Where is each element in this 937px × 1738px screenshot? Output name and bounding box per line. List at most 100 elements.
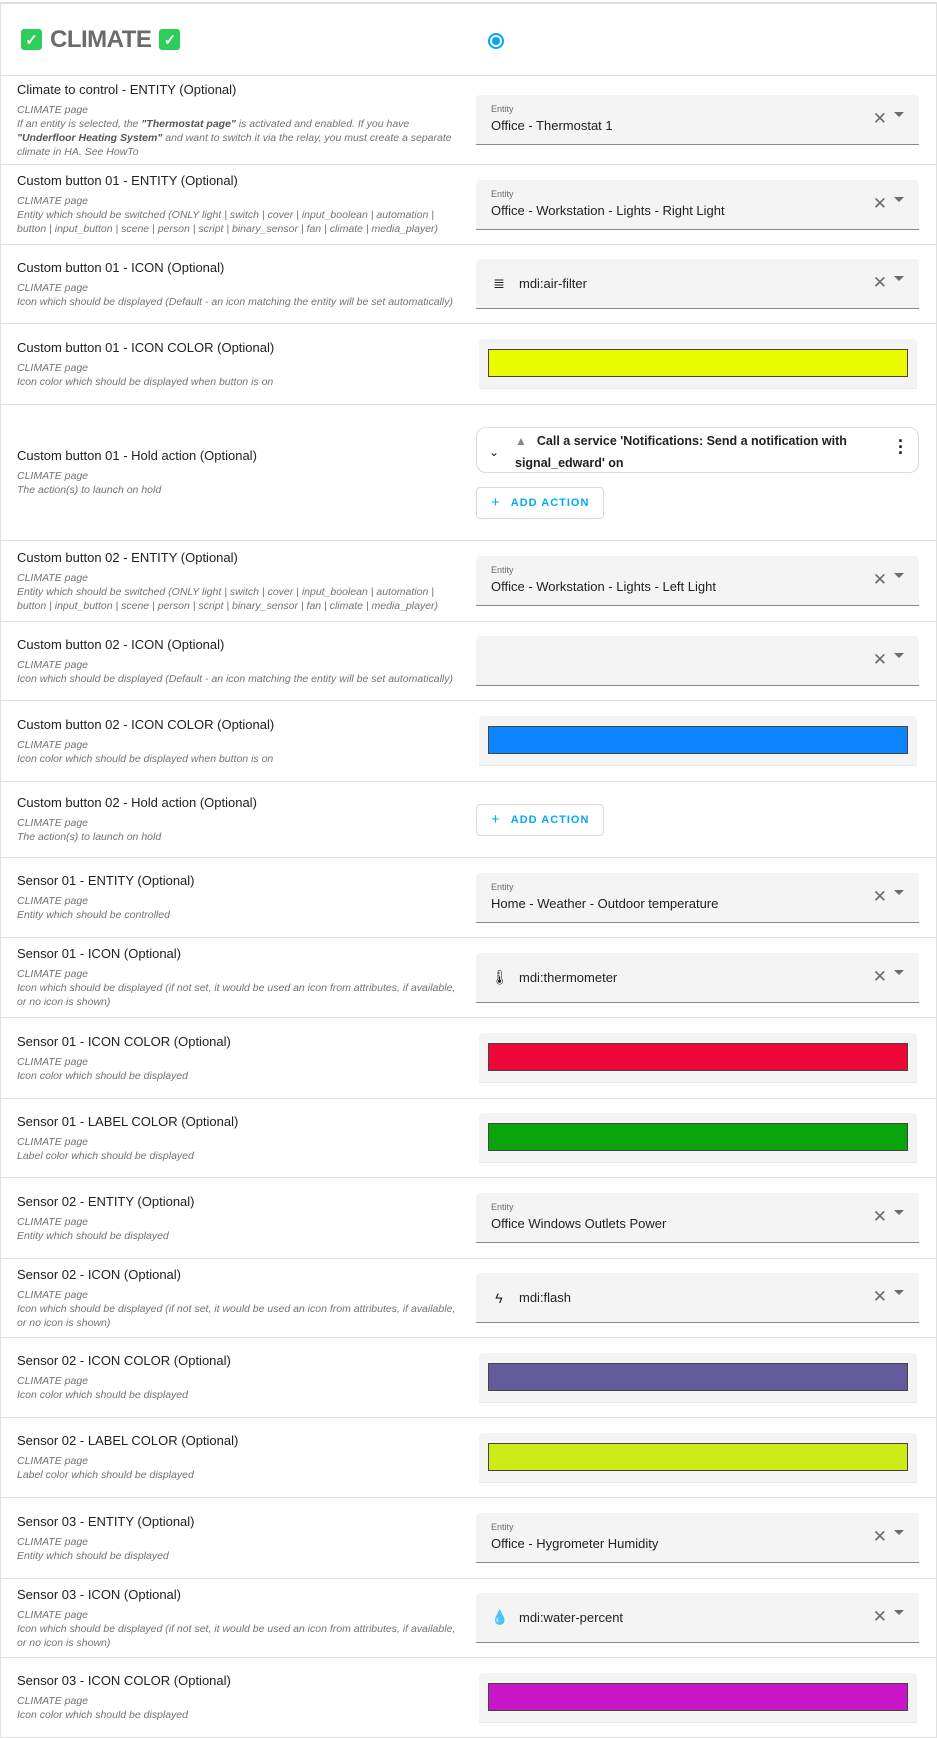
more-vert-icon[interactable]: · · · [898, 430, 904, 463]
setting-title: Custom button 01 - ICON (Optional) [17, 259, 225, 275]
color-swatch[interactable] [488, 1682, 908, 1711]
setting-page: CLIMATE page [17, 470, 89, 482]
setting-row: Sensor 03 - ICON (Optional) CLIMATE page… [1, 1579, 936, 1658]
setting-info: Custom button 02 - ICON (Optional) CLIMA… [1, 637, 476, 686]
entity-value: Office - Thermostat 1 [491, 118, 613, 133]
color-picker[interactable] [479, 1113, 917, 1163]
entity-picker[interactable]: Entity Home - Weather - Outdoor temperat… [476, 872, 919, 923]
color-swatch[interactable] [488, 1362, 908, 1391]
setting-description: Icon color which should be displayed [17, 1709, 189, 1721]
setting-control [476, 1033, 936, 1083]
clear-icon[interactable]: ✕ [872, 1527, 887, 1546]
clear-icon[interactable]: ✕ [872, 1207, 887, 1226]
setting-title: Custom button 01 - ICON COLOR (Optional) [17, 339, 275, 355]
action-item[interactable]: ⌄ ▲ Call a service 'Notifications: Send a… [476, 426, 919, 473]
setting-row: Sensor 01 - LABEL COLOR (Optional) CLIMA… [1, 1099, 936, 1178]
setting-page: CLIMATE page [17, 895, 89, 907]
color-swatch[interactable] [488, 1442, 908, 1471]
setting-control: ≣ mdi:air-filter ✕ [476, 259, 936, 309]
setting-description: Entity which should be displayed [17, 1549, 169, 1562]
setting-control: Entity Office - Thermostat 1 ✕ [476, 95, 936, 145]
air-filter-icon: ≣ [493, 275, 505, 291]
setting-title: Custom button 02 - Hold action (Optional… [17, 795, 257, 810]
clear-icon[interactable]: ✕ [872, 193, 887, 213]
dropdown-arrow-icon[interactable] [894, 889, 904, 895]
setting-row: Sensor 01 - ENTITY (Optional) CLIMATE pa… [1, 858, 936, 938]
setting-info: Custom button 02 - ICON COLOR (Optional)… [1, 717, 476, 766]
color-picker[interactable] [479, 716, 917, 766]
dropdown-arrow-icon[interactable] [894, 1290, 904, 1295]
setting-page: CLIMATE page [17, 361, 89, 374]
dropdown-arrow-icon[interactable] [894, 969, 904, 975]
field-label: Entity [491, 104, 514, 114]
setting-control: 💧 mdi:water-percent ✕ [476, 1593, 936, 1643]
setting-info: Custom button 01 - ICON COLOR (Optional)… [1, 340, 476, 389]
setting-title: Sensor 01 - ENTITY (Optional) [17, 873, 195, 888]
setting-control: Entity Home - Weather - Outdoor temperat… [476, 872, 936, 923]
add-action-button[interactable]: + ADD ACTION [476, 803, 605, 836]
setting-control: ⌄ ▲ Call a service 'Notifications: Send a… [476, 426, 936, 519]
setting-page: CLIMATE page [17, 281, 89, 294]
icon-picker[interactable]: 💧 mdi:water-percent ✕ [476, 1593, 919, 1643]
setting-description: Icon which should be displayed (if not s… [17, 1622, 456, 1649]
setting-title: Sensor 02 - ICON COLOR (Optional) [17, 1353, 231, 1368]
setting-control: Entity Office - Hygrometer Humidity ✕ [476, 1513, 936, 1563]
dropdown-arrow-icon[interactable] [894, 112, 904, 117]
color-picker[interactable] [479, 1432, 917, 1483]
setting-info: Sensor 02 - ICON COLOR (Optional) CLIMAT… [1, 1353, 476, 1402]
dropdown-arrow-icon[interactable] [894, 1210, 904, 1215]
clear-icon[interactable]: ✕ [872, 1607, 887, 1626]
setting-info: Custom button 02 - ENTITY (Optional) CLI… [1, 550, 476, 613]
setting-info: Sensor 01 - ICON (Optional) CLIMATE page… [1, 946, 476, 1009]
chevron-down-icon[interactable]: ⌄ [489, 444, 500, 459]
icon-picker[interactable]: ✕ [476, 636, 919, 686]
dropdown-arrow-icon[interactable] [894, 573, 904, 578]
clear-icon[interactable]: ✕ [872, 966, 887, 986]
color-swatch[interactable] [488, 1043, 908, 1071]
add-action-button[interactable]: + ADD ACTION [476, 486, 605, 519]
entity-picker[interactable]: Entity Office - Workstation - Lights - L… [476, 556, 919, 606]
color-picker[interactable] [479, 1352, 917, 1403]
icon-picker[interactable]: 🌡 mdi:thermometer ✕ [476, 952, 919, 1003]
setting-description: Entity which should be controlled [17, 909, 170, 921]
settings-list: Climate to control - ENTITY (Optional) C… [1, 76, 936, 1738]
setting-row: Climate to control - ENTITY (Optional) C… [1, 76, 936, 165]
color-swatch[interactable] [488, 726, 908, 754]
entity-value: Office - Workstation - Lights - Right Li… [491, 202, 725, 218]
section-radio-button[interactable] [488, 33, 504, 49]
setting-info: Custom button 01 - ICON (Optional) CLIMA… [1, 260, 476, 309]
dropdown-arrow-icon[interactable] [894, 196, 904, 202]
entity-picker[interactable]: Entity Office - Thermostat 1 ✕ [476, 95, 919, 145]
setting-title: Sensor 01 - LABEL COLOR (Optional) [17, 1113, 239, 1129]
color-picker[interactable] [479, 1672, 917, 1723]
setting-description: Icon color which should be displayed whe… [17, 375, 274, 388]
clear-icon[interactable]: ✕ [872, 650, 887, 669]
clear-icon[interactable]: ✕ [872, 886, 887, 906]
entity-picker[interactable]: Entity Office - Hygrometer Humidity ✕ [476, 1513, 919, 1563]
setting-title: Sensor 03 - ICON (Optional) [17, 1586, 182, 1602]
clear-icon[interactable]: ✕ [872, 109, 887, 128]
entity-value: Office - Workstation - Lights - Left Lig… [491, 579, 716, 594]
icon-picker[interactable]: ≣ mdi:air-filter ✕ [476, 259, 919, 309]
dropdown-arrow-icon[interactable] [894, 276, 904, 281]
color-swatch[interactable] [488, 349, 908, 377]
color-picker[interactable] [479, 339, 917, 389]
setting-description: Icon which should be displayed (Default … [17, 672, 453, 685]
icon-picker[interactable]: ϟ mdi:flash ✕ [476, 1273, 919, 1323]
dropdown-arrow-icon[interactable] [894, 653, 904, 658]
setting-description: Icon which should be displayed (Default … [17, 295, 453, 308]
clear-icon[interactable]: ✕ [872, 1287, 887, 1306]
setting-row: Custom button 01 - ICON COLOR (Optional)… [1, 324, 936, 405]
color-picker[interactable] [479, 1033, 917, 1083]
dropdown-arrow-icon[interactable] [894, 1530, 904, 1535]
entity-picker[interactable]: Entity Office Windows Outlets Power ✕ [476, 1193, 919, 1243]
setting-page: CLIMATE page [17, 1135, 89, 1148]
clear-icon[interactable]: ✕ [872, 570, 887, 589]
dropdown-arrow-icon[interactable] [894, 1610, 904, 1615]
setting-title: Custom button 02 - ICON (Optional) [17, 636, 225, 652]
plus-icon: + [491, 494, 501, 511]
color-swatch[interactable] [488, 1123, 908, 1151]
setting-description: Entity which should be switched (ONLY li… [17, 209, 439, 235]
clear-icon[interactable]: ✕ [872, 273, 887, 292]
entity-picker[interactable]: Entity Office - Workstation - Lights - R… [476, 179, 919, 230]
